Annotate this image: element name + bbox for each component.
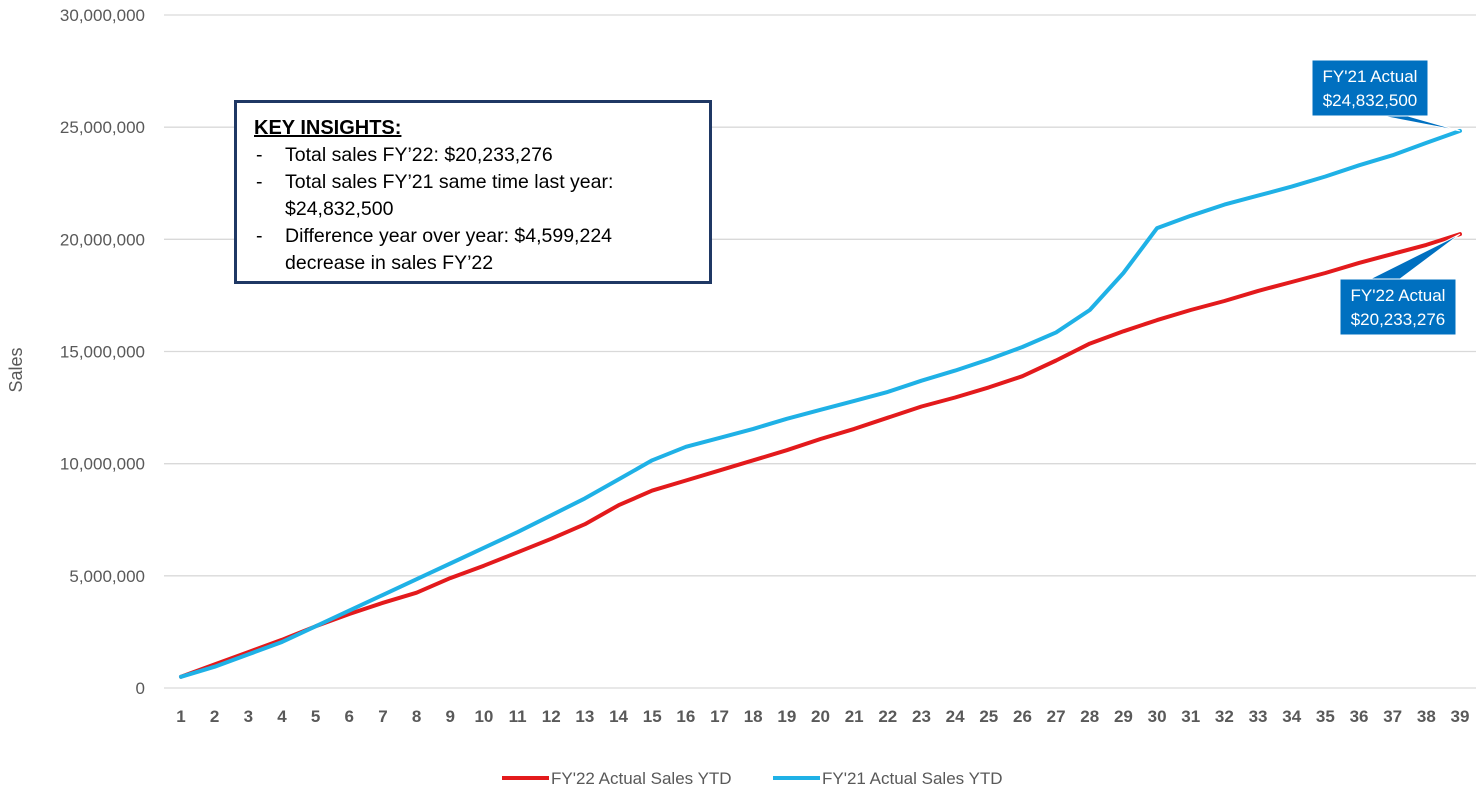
x-tick-label: 21 <box>845 707 864 726</box>
fy22-callout-box <box>1339 278 1457 336</box>
x-tick-label: 24 <box>946 707 965 726</box>
x-tick-label: 25 <box>979 707 998 726</box>
x-tick-label: 29 <box>1114 707 1133 726</box>
x-tick-label: 35 <box>1316 707 1335 726</box>
insight-item: Total sales FY’21 same time last year: $… <box>254 169 693 223</box>
x-tick-label: 18 <box>744 707 763 726</box>
x-tick-label: 34 <box>1282 707 1301 726</box>
fy22-series-line <box>179 232 1462 679</box>
x-tick-label: 23 <box>912 707 931 726</box>
x-tick-label: 13 <box>575 707 594 726</box>
x-tick-label: 22 <box>878 707 897 726</box>
x-tick-label: 20 <box>811 707 830 726</box>
x-tick-label: 28 <box>1080 707 1099 726</box>
x-tick-label: 8 <box>412 707 421 726</box>
legend-label-fy22: FY'22 Actual Sales YTD <box>551 769 732 788</box>
x-tick-label: 30 <box>1148 707 1167 726</box>
series-lines <box>179 128 1462 679</box>
x-tick-label: 33 <box>1249 707 1268 726</box>
x-tick-label: 5 <box>311 707 320 726</box>
y-tick-label: 0 <box>136 679 145 698</box>
x-tick-label: 38 <box>1417 707 1436 726</box>
legend: FY'22 Actual Sales YTD FY'21 Actual Sales… <box>502 769 1003 788</box>
x-tick-label: 37 <box>1383 707 1402 726</box>
key-insights-title: KEY INSIGHTS: <box>254 117 402 139</box>
y-tick-label: 25,000,000 <box>60 118 145 137</box>
x-tick-label: 4 <box>277 707 287 726</box>
x-tick-label: 36 <box>1350 707 1369 726</box>
x-tick-label: 12 <box>542 707 561 726</box>
x-tick-label: 11 <box>509 707 527 726</box>
x-tick-label: 10 <box>474 707 493 726</box>
x-tick-label: 6 <box>345 707 354 726</box>
x-tick-label: 9 <box>446 707 455 726</box>
x-tick-label: 26 <box>1013 707 1032 726</box>
y-axis-ticks: 0 5,000,000 10,000,000 15,000,000 20,000,000… <box>60 6 145 698</box>
y-tick-label: 30,000,000 <box>60 6 145 25</box>
y-tick-label: 10,000,000 <box>60 455 145 474</box>
fy21-callout-label: FY'21 Actual <box>1323 67 1418 86</box>
x-tick-label: 14 <box>609 707 628 726</box>
y-tick-label: 20,000,000 <box>60 230 145 249</box>
x-tick-label: 15 <box>643 707 662 726</box>
key-insights-box: KEY INSIGHTS: Total sales FY’22: $20,233… <box>234 100 712 284</box>
insight-item: Difference year over year: $4,599,224 de… <box>254 223 693 277</box>
fy21-callout-box <box>1311 59 1429 117</box>
x-tick-label: 32 <box>1215 707 1234 726</box>
x-tick-label: 3 <box>244 707 253 726</box>
x-axis-ticks: 1 2 3 4 5 6 7 8 9 10 11 12 13 14 15 16 17 18 19 20 21 22 23 24 2… <box>176 707 1469 726</box>
fy21-callout-pointer <box>1381 115 1461 132</box>
x-tick-label: 17 <box>710 707 729 726</box>
key-insights-list: Total sales FY’22: $20,233,276 Total sal… <box>254 142 693 277</box>
x-tick-label: 39 <box>1451 707 1470 726</box>
fy21-series-line <box>179 128 1462 679</box>
x-tick-label: 7 <box>378 707 387 726</box>
x-tick-label: 16 <box>676 707 695 726</box>
x-tick-label: 2 <box>210 707 219 726</box>
fy22-callout-value: $20,233,276 <box>1351 310 1446 329</box>
x-tick-label: 27 <box>1047 707 1066 726</box>
fy21-callout-value: $24,832,500 <box>1323 91 1418 110</box>
legend-label-fy21: FY'21 Actual Sales YTD <box>822 769 1003 788</box>
x-tick-label: 1 <box>176 707 185 726</box>
x-tick-label: 19 <box>777 707 796 726</box>
y-tick-label: 15,000,000 <box>60 343 145 362</box>
value-callouts: FY'21 Actual $24,832,500 FY'22 Actual $20,2… <box>1311 59 1461 336</box>
insight-item: Total sales FY’22: $20,233,276 <box>254 142 693 169</box>
fy22-callout-label: FY'22 Actual <box>1351 286 1446 305</box>
x-tick-label: 31 <box>1181 707 1200 726</box>
y-axis-label: Sales <box>6 347 26 392</box>
y-tick-label: 5,000,000 <box>69 567 145 586</box>
